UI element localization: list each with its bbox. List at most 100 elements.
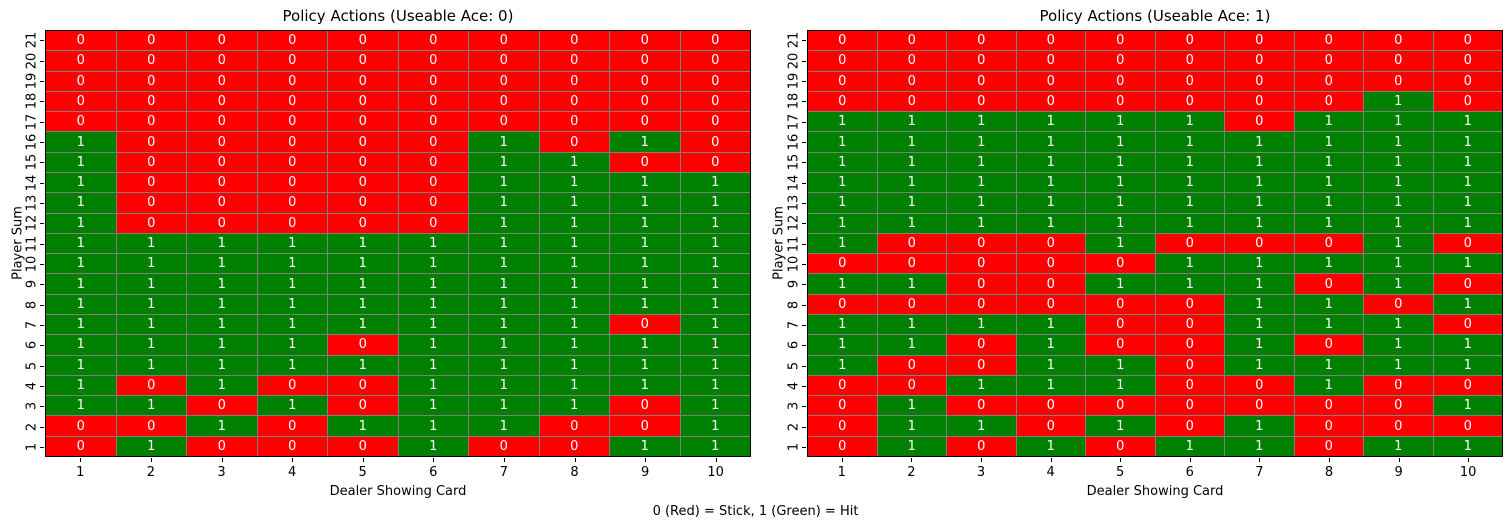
heatmap-cell: 1 bbox=[328, 233, 398, 254]
heatmap-cell: 1 bbox=[1086, 213, 1155, 233]
y-tick-label: 21 bbox=[786, 31, 802, 49]
heatmap-cell: 0 bbox=[257, 416, 327, 436]
heatmap-cell: 0 bbox=[398, 71, 468, 91]
heatmap-cell: 1 bbox=[1086, 132, 1155, 152]
heatmap-cell: 1 bbox=[1433, 112, 1502, 132]
heatmap-cell: 1 bbox=[877, 396, 946, 416]
y-tick-label: 17 bbox=[786, 113, 802, 130]
heatmap-cell: 1 bbox=[947, 213, 1016, 233]
heatmap-cell: 1 bbox=[680, 254, 750, 274]
heatmap-cell: 1 bbox=[1364, 355, 1433, 375]
heatmap-cell: 0 bbox=[1155, 51, 1224, 71]
heatmap-cell: 1 bbox=[680, 335, 750, 355]
heatmap-cell: 1 bbox=[1086, 416, 1155, 436]
heatmap-cell: 1 bbox=[877, 112, 946, 132]
heatmap-cell: 0 bbox=[610, 315, 680, 335]
heatmap-cell: 0 bbox=[1086, 51, 1155, 71]
heatmap-cell: 0 bbox=[1086, 396, 1155, 416]
heatmap-cell: 1 bbox=[877, 335, 946, 355]
y-tick-mark bbox=[802, 446, 806, 448]
heatmap-cell: 1 bbox=[1225, 315, 1294, 335]
heatmap-cell: 0 bbox=[1294, 91, 1363, 112]
heatmap-cell: 1 bbox=[46, 233, 116, 254]
heatmap-cell: 0 bbox=[328, 51, 398, 71]
heatmap-cell: 1 bbox=[1155, 152, 1224, 172]
heatmap-cell: 1 bbox=[1433, 396, 1502, 416]
heatmap-cell: 0 bbox=[1016, 274, 1085, 294]
heatmap-cell: 1 bbox=[1433, 132, 1502, 152]
heatmap-cell: 1 bbox=[539, 274, 609, 294]
heatmap-cell: 0 bbox=[257, 71, 327, 91]
heatmap-cell: 1 bbox=[539, 294, 609, 314]
y-tick-mark bbox=[40, 345, 44, 347]
heatmap-cell: 1 bbox=[116, 274, 186, 294]
y-tick-mark bbox=[40, 406, 44, 408]
y-axis-label: Player Sum bbox=[771, 206, 787, 280]
y-tick-label: 4 bbox=[786, 381, 802, 390]
heatmap-cell: 1 bbox=[116, 233, 186, 254]
heatmap-cell: 0 bbox=[328, 213, 398, 233]
y-tick-mark bbox=[802, 304, 806, 306]
heatmap-cell: 1 bbox=[1433, 335, 1502, 355]
heatmap-cell: 1 bbox=[1433, 254, 1502, 274]
heatmap-cell: 1 bbox=[1016, 335, 1085, 355]
heatmap-cell: 0 bbox=[539, 71, 609, 91]
heatmap-cell: 0 bbox=[1086, 71, 1155, 91]
heatmap-cell: 0 bbox=[1294, 274, 1363, 294]
heatmap-cell: 1 bbox=[46, 274, 116, 294]
heatmap-cell: 0 bbox=[1016, 233, 1085, 254]
heatmap-cell: 1 bbox=[398, 416, 468, 436]
x-tick-label: 1 bbox=[837, 465, 846, 480]
y-tick-mark bbox=[40, 263, 44, 265]
heatmap-cell: 1 bbox=[398, 355, 468, 375]
heatmap-cell: 1 bbox=[1364, 152, 1433, 172]
heatmap-cell: 1 bbox=[1016, 213, 1085, 233]
y-tick-label: 9 bbox=[786, 280, 802, 289]
heatmap-cell: 0 bbox=[610, 51, 680, 71]
x-tick-mark bbox=[574, 458, 576, 462]
heatmap-cell: 1 bbox=[398, 315, 468, 335]
heatmap-cell: 0 bbox=[1433, 31, 1502, 51]
heatmap-cell: 1 bbox=[808, 173, 877, 193]
heatmap-cell: 0 bbox=[610, 416, 680, 436]
y-tick-label: 8 bbox=[786, 300, 802, 309]
heatmap-cell: 0 bbox=[328, 335, 398, 355]
heatmap-cell: 0 bbox=[187, 91, 257, 112]
heatmap-cell: 1 bbox=[680, 396, 750, 416]
y-tick-mark bbox=[40, 446, 44, 448]
x-tick-mark bbox=[1398, 458, 1400, 462]
heatmap-cell: 1 bbox=[1086, 193, 1155, 213]
heatmap-cell: 0 bbox=[1225, 375, 1294, 396]
heatmap-cell: 1 bbox=[187, 254, 257, 274]
heatmap-cell: 1 bbox=[398, 254, 468, 274]
y-tick-label: 16 bbox=[786, 133, 802, 151]
heatmap-cell: 1 bbox=[1364, 173, 1433, 193]
heatmap-cell: 1 bbox=[1016, 112, 1085, 132]
heatmap-cell: 0 bbox=[680, 132, 750, 152]
heatmap-cell: 0 bbox=[539, 51, 609, 71]
heatmap-cell: 1 bbox=[257, 233, 327, 254]
heatmap-cell: 0 bbox=[1086, 294, 1155, 314]
heatmap-cell: 1 bbox=[328, 416, 398, 436]
heatmap-cell: 0 bbox=[808, 51, 877, 71]
x-tick-mark bbox=[1259, 458, 1261, 462]
heatmap-cell: 1 bbox=[1016, 355, 1085, 375]
heatmap-cell: 1 bbox=[398, 233, 468, 254]
heatmap-cell: 0 bbox=[1294, 416, 1363, 436]
heatmap-cell: 0 bbox=[116, 173, 186, 193]
heatmap-cell: 1 bbox=[257, 396, 327, 416]
heatmap-cell: 1 bbox=[469, 396, 539, 416]
heatmap-cell: 1 bbox=[539, 173, 609, 193]
heatmap-cell: 1 bbox=[1086, 173, 1155, 193]
heatmap-cell: 1 bbox=[46, 315, 116, 335]
heatmap-cell: 1 bbox=[187, 355, 257, 375]
heatmap-cell: 0 bbox=[1155, 396, 1224, 416]
heatmap-cell: 0 bbox=[1364, 396, 1433, 416]
heatmap-cell: 0 bbox=[46, 112, 116, 132]
heatmap-cell: 1 bbox=[1086, 112, 1155, 132]
heatmap-cell: 1 bbox=[46, 213, 116, 233]
heatmap-cell: 0 bbox=[1364, 375, 1433, 396]
heatmap-cell: 1 bbox=[1016, 436, 1085, 456]
heatmap-cell: 1 bbox=[187, 335, 257, 355]
y-tick-label: 13 bbox=[786, 194, 802, 212]
